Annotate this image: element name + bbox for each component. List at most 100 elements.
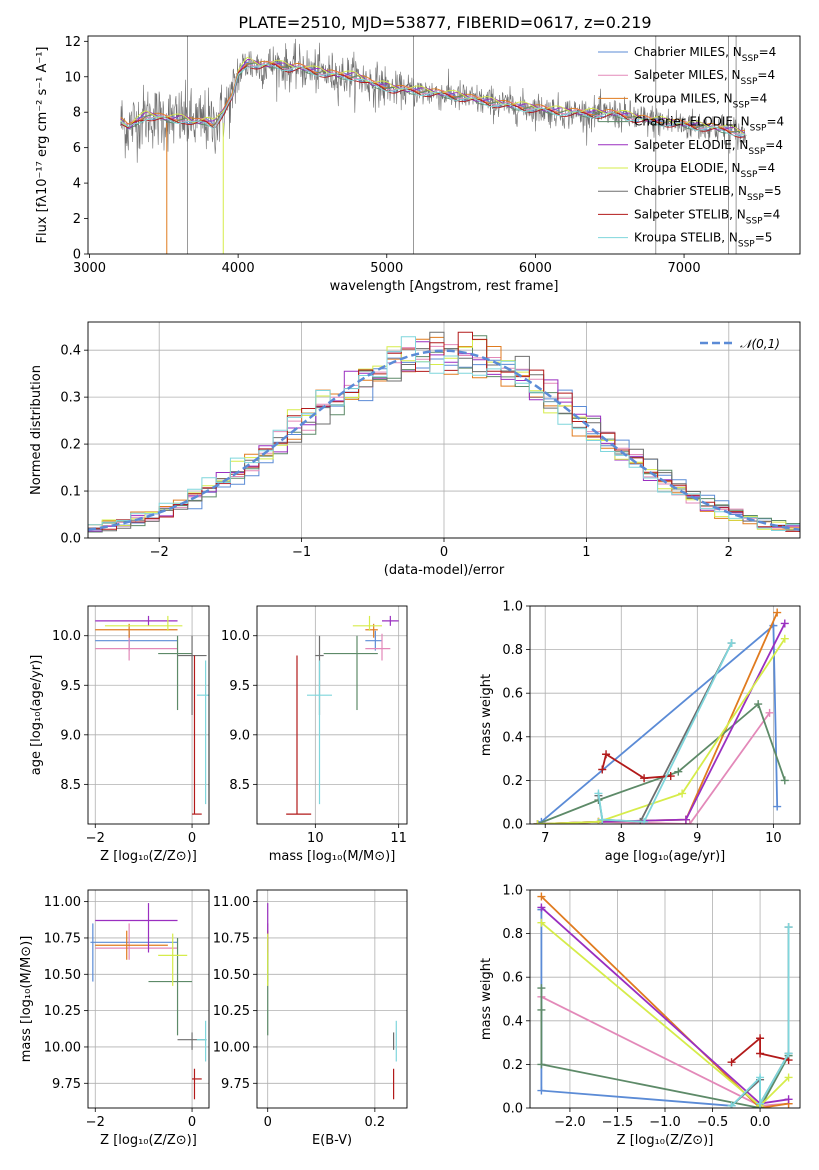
weight-point-salpeter-stelib bbox=[640, 774, 649, 783]
x-tick-label: 0 bbox=[188, 831, 196, 846]
figure-title: PLATE=2510, MJD=53877, FIBERID=0617, z=0… bbox=[238, 13, 651, 32]
x-tick-label: 3000 bbox=[73, 261, 106, 276]
y-tick-label: 11.00 bbox=[213, 895, 250, 910]
weight-line-kroupa-elodie bbox=[537, 638, 786, 824]
legend-label-chabrier-stelib: Chabrier STELIB, NSSP=5 bbox=[634, 184, 782, 203]
y-tick-label: 2 bbox=[73, 212, 81, 227]
x-tick-label: 1 bbox=[582, 545, 590, 560]
y-tick-label: 0.4 bbox=[60, 344, 81, 359]
legend-label-salpeter-elodie: Salpeter ELODIE, NSSP=4 bbox=[634, 138, 783, 157]
errorbars-mass_vs_Z bbox=[90, 903, 207, 1100]
legend-label-salpeter-stelib: Salpeter STELIB, NSSP=4 bbox=[634, 207, 780, 226]
lines-mass_weight_vs_Z bbox=[537, 892, 793, 1108]
x-tick-label: 11 bbox=[390, 831, 407, 846]
weight-line-salpeter-stelib bbox=[730, 1036, 789, 1063]
weight-point-salpeter-miles bbox=[765, 708, 774, 717]
weight-point-kroupa-stelib bbox=[640, 817, 649, 824]
lines-mass_weight_vs_age bbox=[533, 608, 789, 824]
x-tick-label: −1.0 bbox=[649, 1115, 681, 1130]
x-axis-label: age [log₁₀(age/yr)] bbox=[605, 849, 726, 864]
weight-line-chabrier-elodie bbox=[537, 702, 786, 824]
weight-point-salpeter-elodie bbox=[537, 903, 546, 912]
y-tick-label: 0.1 bbox=[60, 485, 81, 500]
x-tick-label: 0.0 bbox=[750, 1115, 771, 1130]
x-tick-label: −2 bbox=[150, 545, 169, 560]
weight-point-chabrier-elodie bbox=[674, 767, 683, 776]
y-tick-label: 10.0 bbox=[221, 629, 250, 644]
weight-point-salpeter-stelib bbox=[727, 1058, 736, 1067]
y-tick-label: 0.2 bbox=[502, 1058, 523, 1073]
x-tick-label: 10 bbox=[307, 831, 324, 846]
y-tick-label: 0.6 bbox=[502, 971, 523, 986]
axes-frame bbox=[529, 605, 801, 825]
weight-point-kroupa-stelib bbox=[727, 639, 736, 648]
x-tick-label: −2.0 bbox=[554, 1115, 586, 1130]
axes-frame bbox=[87, 889, 210, 1109]
y-tick-label: 0.2 bbox=[60, 438, 81, 453]
y-tick-label: 9.5 bbox=[229, 679, 250, 694]
axes-age_vs_mass: 10 11 8.5 9.0 9.5 10.0 mass [log₁₀(M/M⊙)] bbox=[221, 606, 407, 864]
axes-frame bbox=[87, 321, 801, 539]
x-tick-label: −0.5 bbox=[697, 1115, 729, 1130]
spectrum-lines bbox=[120, 36, 747, 254]
gaussian-curve bbox=[88, 349, 800, 532]
weight-point-chabrier-elodie bbox=[754, 700, 763, 709]
x-axis-label: mass [log₁₀(M/M⊙)] bbox=[269, 849, 396, 864]
weight-point-kroupa-stelib bbox=[598, 815, 607, 824]
weight-point-kroupa-stelib bbox=[756, 1073, 765, 1082]
weight-point-salpeter-miles bbox=[685, 820, 694, 824]
axes-mass_weight_vs_age: 7 8 9 10 0.0 0.2 0.4 0.6 0.8 1.0 age [log₁₀(age/yr… bbox=[479, 600, 800, 864]
weight-point-chabrier-miles bbox=[773, 802, 782, 811]
weight-point-kroupa-stelib bbox=[756, 1099, 765, 1108]
y-tick-label: 0.0 bbox=[502, 1102, 523, 1117]
x-tick-label: 2 bbox=[725, 545, 733, 560]
y-tick-label: 1.0 bbox=[502, 600, 523, 615]
legend-label-salpeter-miles: Salpeter MILES, NSSP=4 bbox=[634, 68, 775, 87]
y-tick-label: 0.4 bbox=[502, 730, 523, 745]
x-axis-label: (data-model)/error bbox=[384, 563, 505, 578]
weight-point-chabrier-elodie bbox=[537, 984, 546, 993]
y-tick-label: 9.0 bbox=[229, 728, 250, 743]
y-tick-label: 0.3 bbox=[60, 391, 81, 406]
weight-point-kroupa-miles bbox=[537, 892, 546, 901]
y-tick-label: 0 bbox=[73, 248, 81, 263]
y-tick-label: 0.0 bbox=[502, 818, 523, 833]
axes-mass_vs_Z: −2 0 9.75 10.00 10.25 10.50 10.75 11.00 Z [log₁₀… bbox=[19, 890, 209, 1148]
y-tick-label: 8.5 bbox=[229, 778, 250, 793]
x-axis-label: Z [log₁₀(Z/Z⊙)] bbox=[100, 849, 197, 864]
x-tick-label: 9 bbox=[693, 831, 701, 846]
weight-point-salpeter-stelib bbox=[666, 772, 675, 781]
spectrum-legend: Chabrier MILES, NSSP=4 Salpeter MILES, NS… bbox=[598, 45, 784, 250]
y-tick-label: 10.0 bbox=[52, 629, 81, 644]
y-tick-label: 9.75 bbox=[52, 1077, 81, 1092]
y-tick-label: 10.75 bbox=[213, 931, 250, 946]
weight-point-kroupa-elodie bbox=[537, 918, 546, 927]
y-tick-label: 0.8 bbox=[502, 927, 523, 942]
legend-label-gaussian: 𝒩(0,1) bbox=[740, 337, 780, 351]
weight-point-salpeter-stelib bbox=[598, 765, 607, 774]
y-axis-label: age [log₁₀(age/yr)] bbox=[29, 655, 44, 776]
x-tick-label: −1 bbox=[292, 545, 311, 560]
y-tick-label: 0.0 bbox=[60, 532, 81, 547]
y-axis-label: mass weight bbox=[479, 674, 494, 756]
x-tick-label: 10 bbox=[765, 831, 782, 846]
x-tick-label: 7000 bbox=[668, 261, 701, 276]
y-tick-label: 0.6 bbox=[502, 687, 523, 702]
y-tick-label: 8 bbox=[73, 106, 81, 121]
weight-line-salpeter-miles bbox=[537, 712, 771, 824]
errorbars-mass_vs_ebv bbox=[267, 903, 397, 1100]
weight-point-salpeter-stelib bbox=[602, 750, 611, 759]
y-tick-label: 10.00 bbox=[44, 1040, 81, 1055]
weight-point-chabrier-elodie bbox=[537, 1060, 546, 1069]
errorbars-age_vs_mass bbox=[286, 615, 399, 815]
axes-mass_weight_vs_Z: −2.0 −1.5 −1.0 −0.5 0.0 0.0 0.2 0.4 0.6 0.8 1.0 Z [… bbox=[479, 884, 800, 1148]
legend-label-kroupa-stelib: Kroupa STELIB, NSSP=5 bbox=[634, 231, 772, 250]
histogram-steps bbox=[88, 331, 800, 536]
y-axis-label: mass [log₁₀(M/M⊙)] bbox=[19, 936, 34, 1063]
legend-label-kroupa-miles: Kroupa MILES, NSSP=4 bbox=[634, 91, 767, 110]
y-tick-label: 6 bbox=[73, 141, 81, 156]
weight-point-salpeter-elodie bbox=[784, 1095, 793, 1104]
y-axis-label: Flux [fλ10⁻¹⁷ erg cm⁻² s⁻¹ A⁻¹] bbox=[35, 47, 50, 244]
model-spectrum-salpeter-elodie bbox=[120, 59, 746, 134]
